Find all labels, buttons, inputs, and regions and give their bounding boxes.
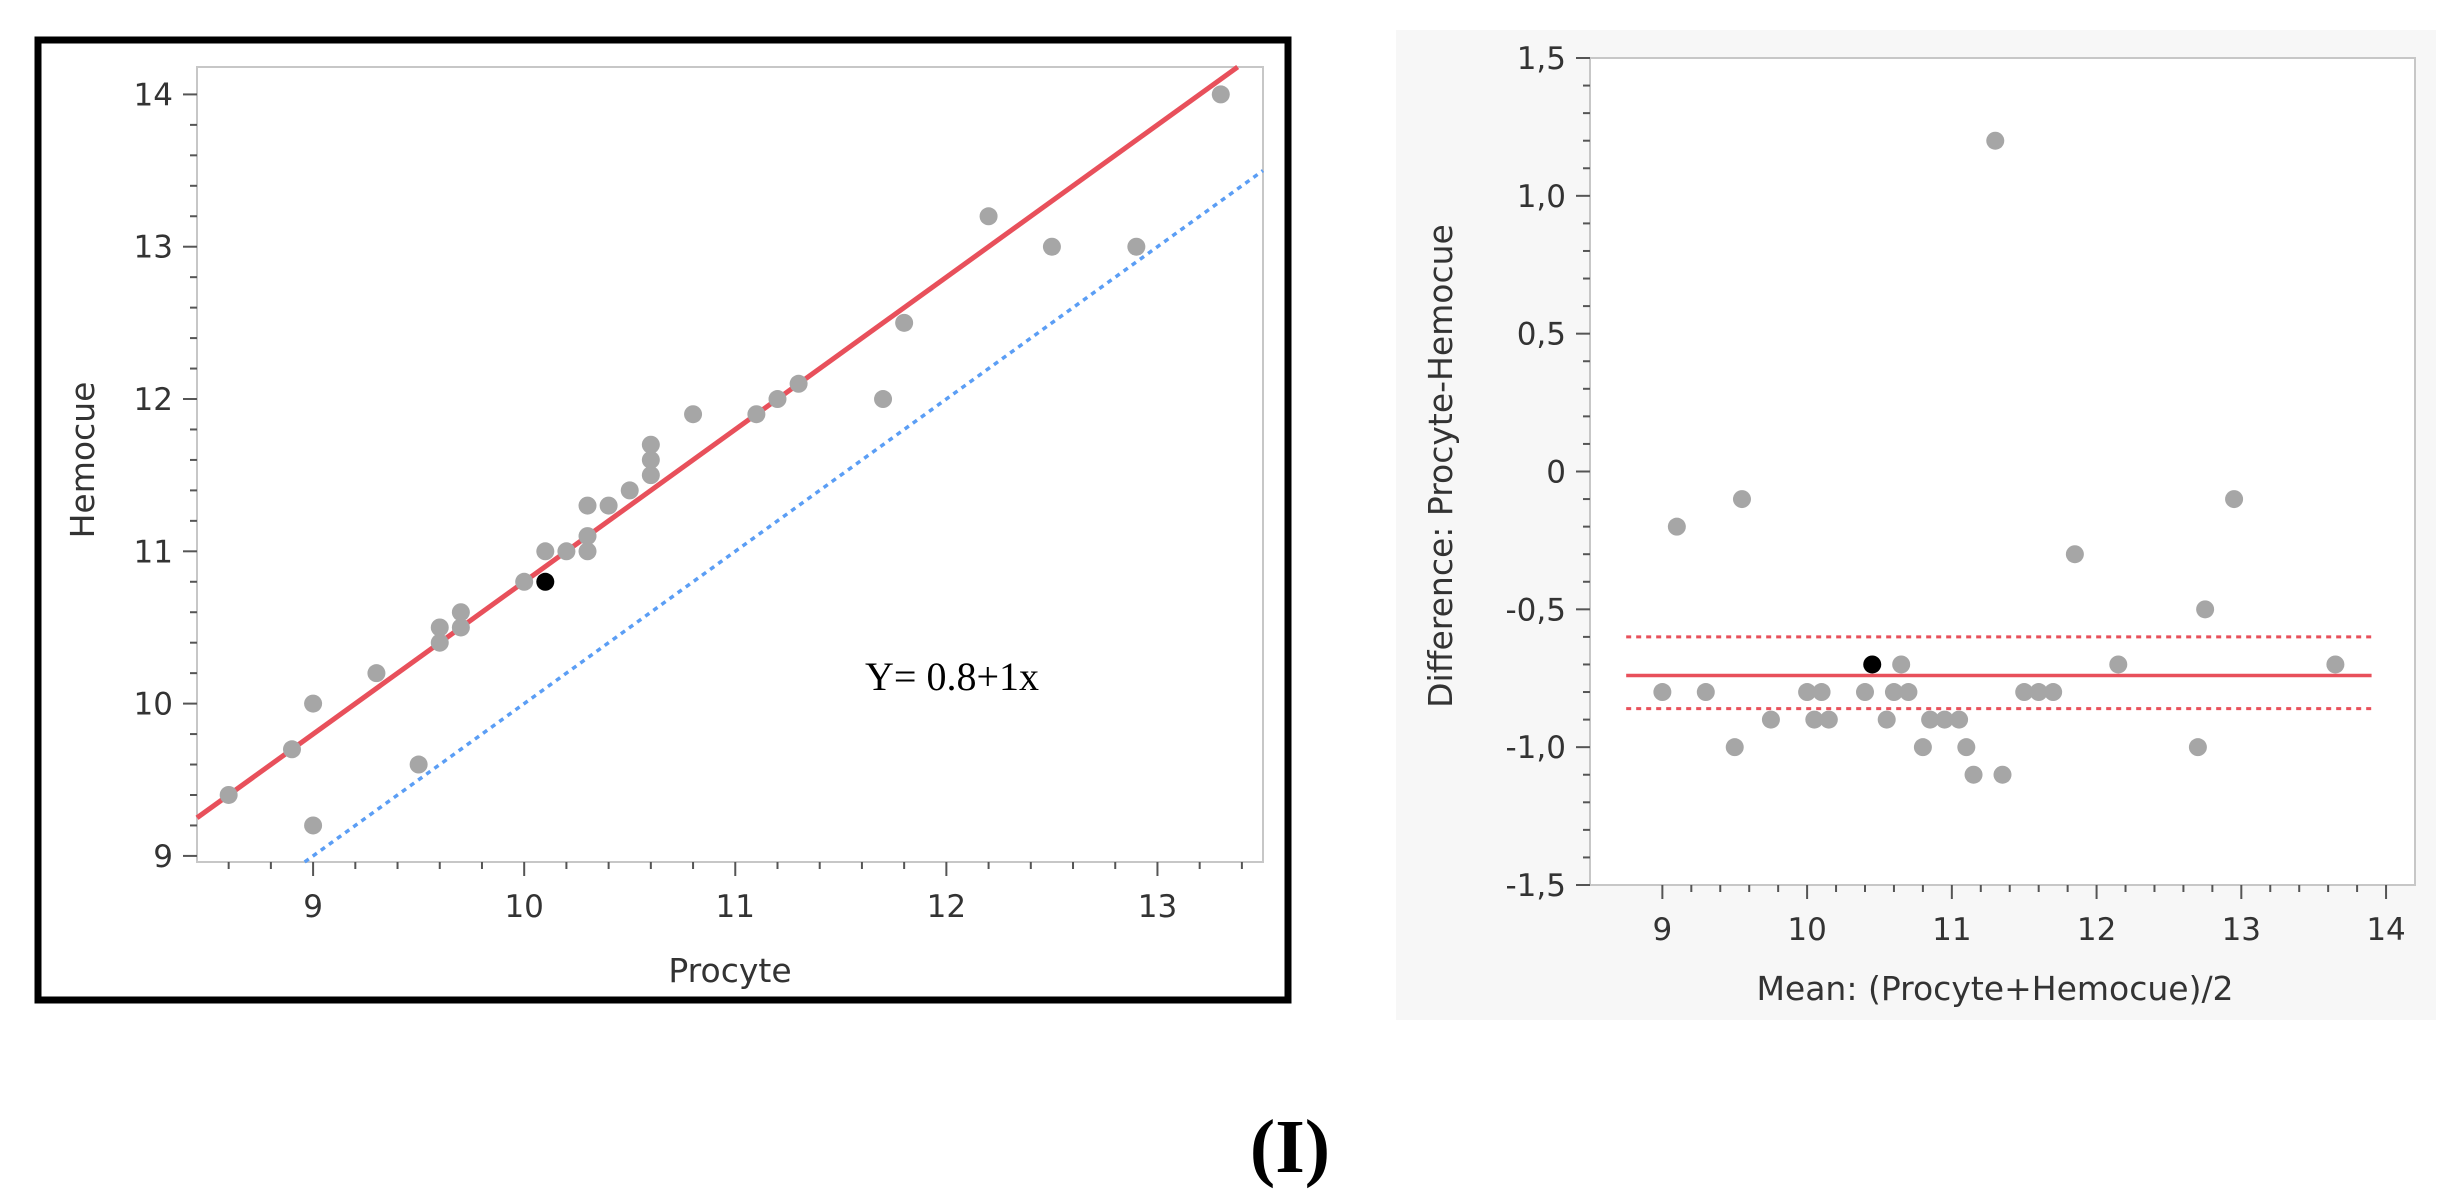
- data-point: [2189, 738, 2207, 756]
- data-point: [1878, 711, 1896, 729]
- data-point: [1668, 518, 1686, 536]
- data-point: [2109, 655, 2127, 673]
- data-point: [452, 603, 470, 621]
- data-point: [1914, 738, 1932, 756]
- data-point: [1994, 766, 2012, 784]
- data-point: [790, 375, 808, 393]
- data-point: [220, 786, 238, 804]
- data-point: [2326, 655, 2344, 673]
- y-tick-label: 0,5: [1517, 317, 1566, 353]
- right-panel: 9 10 11 12 13 14 1,5 1,0 0,5 0 -0,5 -1,0 -1,5 Mean: …: [1396, 30, 2436, 1020]
- figure-panel-label: (I): [1250, 1105, 1330, 1189]
- data-point: [1820, 711, 1838, 729]
- left-x-axis-label: Procyte: [668, 951, 791, 990]
- data-point: [1762, 711, 1780, 729]
- data-point: [2066, 545, 2084, 563]
- x-tick-label: 13: [1138, 889, 1177, 925]
- data-point: [557, 542, 575, 560]
- x-tick-label: 10: [504, 889, 543, 925]
- data-point: [1212, 85, 1230, 103]
- data-point: [1957, 738, 1975, 756]
- x-tick-label: 9: [1653, 912, 1673, 948]
- left-y-axis-label: Hemocue: [63, 382, 102, 539]
- data-point: [1813, 683, 1831, 701]
- data-point: [410, 756, 428, 774]
- data-point: [283, 740, 301, 758]
- data-point: [2196, 600, 2214, 618]
- data-point: [874, 390, 892, 408]
- data-point: [515, 573, 533, 591]
- data-point: [1856, 683, 1874, 701]
- x-tick-label: 11: [1932, 912, 1971, 948]
- data-point: [431, 618, 449, 636]
- data-point: [1899, 683, 1917, 701]
- data-point: [768, 390, 786, 408]
- data-point: [621, 481, 639, 499]
- y-tick-label: 9: [153, 839, 173, 875]
- left-panel: 9 10 11 12 13 9 10 11 12 13 14 Procyte Hemocue Y= …: [38, 40, 1288, 1000]
- x-tick-label: 11: [716, 889, 755, 925]
- data-point: [1950, 711, 1968, 729]
- regression-equation: Y= 0.8+1x: [865, 654, 1039, 699]
- data-point: [536, 542, 554, 560]
- data-point: [367, 664, 385, 682]
- data-point: [684, 405, 702, 423]
- right-x-axis-label: Mean: (Procyte+Hemocue)/2: [1756, 969, 2233, 1008]
- right-plot-area: [1590, 58, 2415, 885]
- data-point: [304, 816, 322, 834]
- data-point: [1726, 738, 1744, 756]
- data-point: [980, 207, 998, 225]
- y-tick-label: 14: [134, 77, 173, 113]
- data-point: [1733, 490, 1751, 508]
- right-y-axis-label: Difference: Procyte-Hemocue: [1421, 224, 1460, 708]
- data-point: [304, 695, 322, 713]
- data-point: [747, 405, 765, 423]
- data-point: [1892, 655, 1910, 673]
- data-point: [1697, 683, 1715, 701]
- data-point: [2044, 683, 2062, 701]
- data-point: [1127, 238, 1145, 256]
- y-tick-label: 11: [134, 534, 173, 570]
- data-point: [579, 497, 597, 515]
- data-point: [1986, 132, 2004, 150]
- x-tick-label: 10: [1787, 912, 1826, 948]
- data-point: [579, 542, 597, 560]
- x-tick-label: 12: [927, 889, 966, 925]
- x-tick-label: 9: [303, 889, 323, 925]
- figure: 9 10 11 12 13 9 10 11 12 13 14 Procyte Hemocue Y= …: [0, 0, 2459, 1200]
- highlighted-data-point: [1863, 655, 1881, 673]
- data-point: [1965, 766, 1983, 784]
- data-point: [895, 314, 913, 332]
- highlighted-data-point: [536, 573, 554, 591]
- y-tick-label: -0,5: [1506, 592, 1567, 628]
- y-tick-label: 13: [134, 230, 173, 266]
- data-point: [1653, 683, 1671, 701]
- y-tick-label: -1,5: [1506, 868, 1567, 904]
- data-point: [642, 466, 660, 484]
- x-tick-label: 13: [2222, 912, 2261, 948]
- left-plot-area: [197, 67, 1263, 862]
- x-tick-label: 12: [2077, 912, 2116, 948]
- data-point: [2225, 490, 2243, 508]
- data-point: [600, 497, 618, 515]
- x-tick-label: 14: [2366, 912, 2405, 948]
- y-tick-label: -1,0: [1506, 730, 1567, 766]
- y-tick-label: 1,0: [1517, 179, 1566, 215]
- data-point: [1043, 238, 1061, 256]
- y-tick-label: 12: [134, 382, 173, 418]
- y-tick-label: 0: [1546, 455, 1566, 491]
- y-tick-label: 10: [134, 687, 173, 723]
- y-tick-label: 1,5: [1517, 41, 1566, 77]
